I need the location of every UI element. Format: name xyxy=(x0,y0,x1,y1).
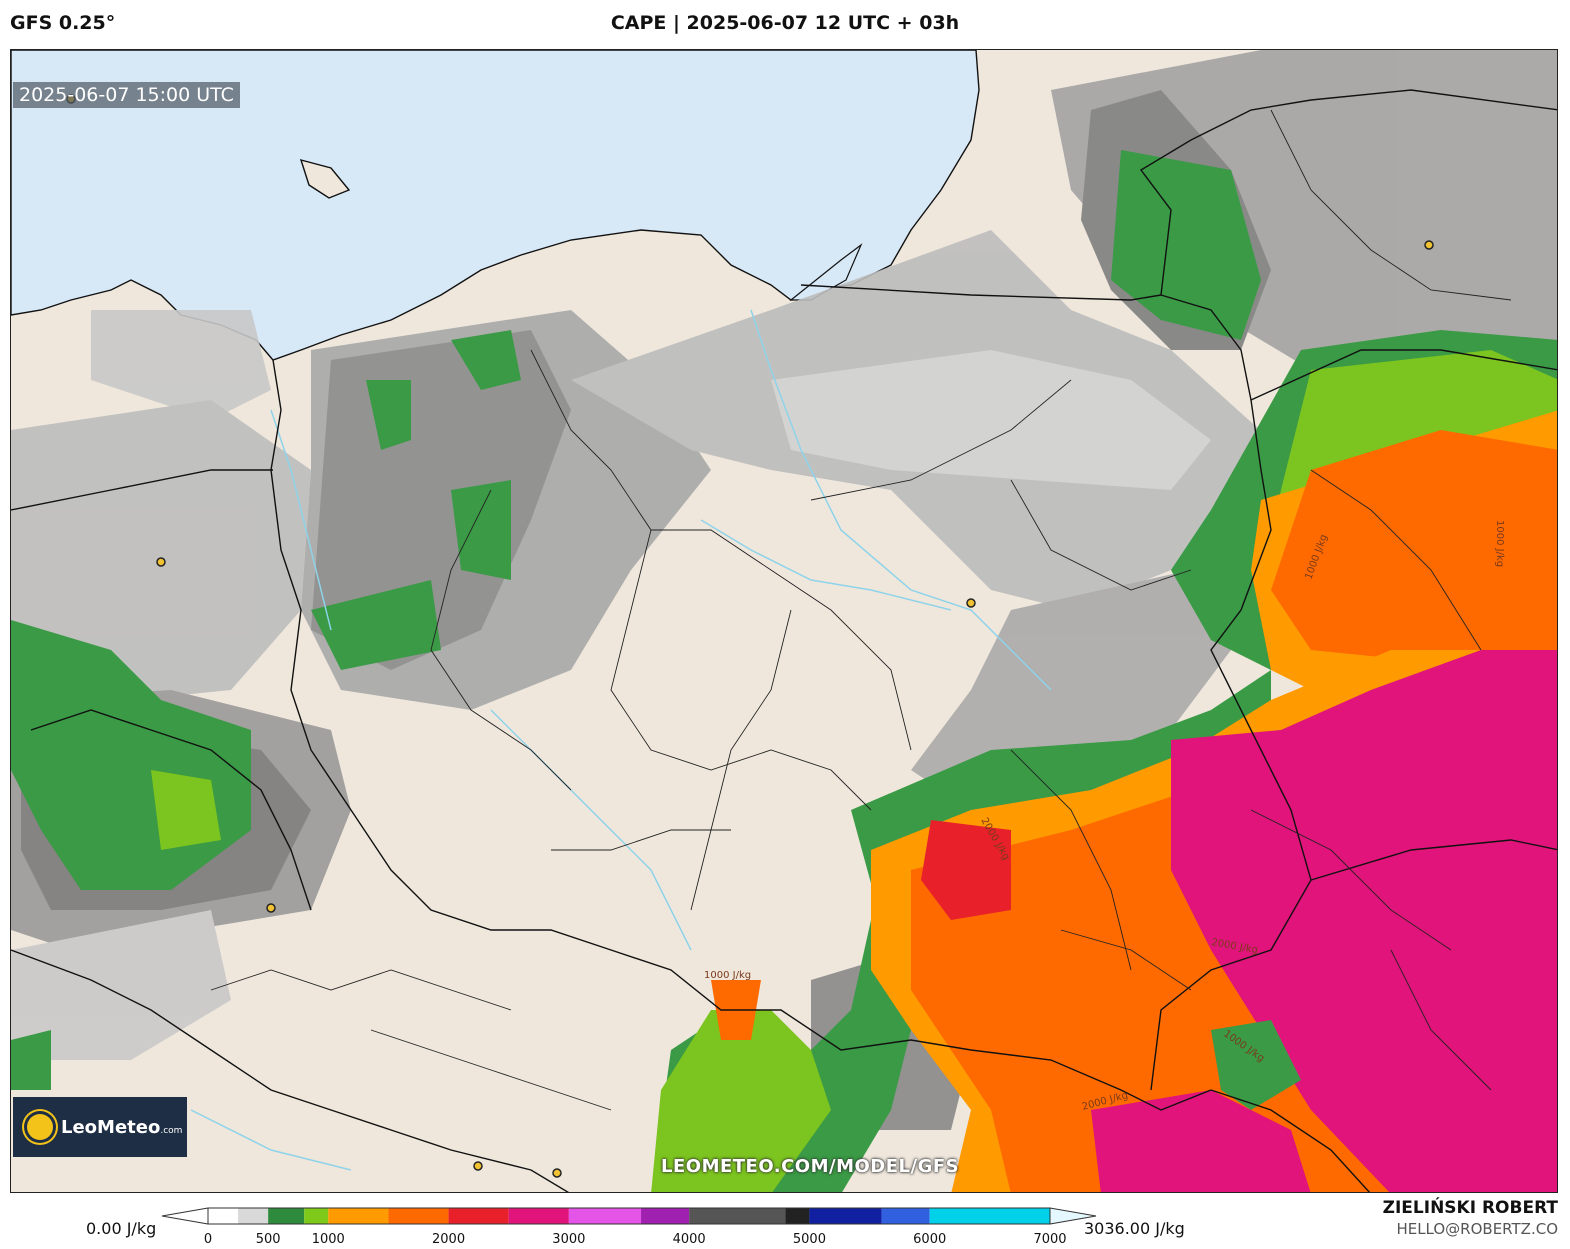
map-panel[interactable]: 1000 J/kg 2000 J/kg 1000 J/kg 2000 J/kg … xyxy=(10,49,1558,1193)
cape-warm xyxy=(651,330,1557,1192)
baltic-sea xyxy=(11,50,980,361)
colorbar xyxy=(161,1207,1097,1225)
colorbar-segment xyxy=(238,1208,269,1224)
colorbar-segment xyxy=(785,1208,810,1224)
admin-borders xyxy=(210,109,1512,1111)
colorbar-segment xyxy=(689,1208,786,1224)
colorbar-tick-label: 500 xyxy=(255,1232,281,1247)
colorbar-segment xyxy=(328,1208,389,1224)
colorbar-segment xyxy=(881,1208,930,1224)
colorbar-tick-label: 6000 xyxy=(913,1232,947,1247)
island xyxy=(299,158,351,199)
colorbar-outline xyxy=(207,1207,1051,1225)
colorbar-segment xyxy=(304,1208,329,1224)
contour-label: 1000 J/kg xyxy=(1494,520,1505,567)
colorbar-segment xyxy=(809,1208,882,1224)
logo-text: LeoMeteo.com xyxy=(61,1116,183,1138)
colorbar-segment xyxy=(268,1208,305,1224)
colorbar-segment xyxy=(388,1208,449,1224)
leometeo-logo[interactable]: LeoMeteo.com xyxy=(13,1097,187,1157)
colorbar-tick-label: 7000 xyxy=(1033,1232,1067,1247)
colorbar-segment xyxy=(208,1208,239,1224)
colorbar-min-label: 0.00 J/kg xyxy=(86,1219,157,1238)
cape-green xyxy=(11,150,1261,1090)
colorbar-segment xyxy=(929,1208,1050,1224)
colorbar-tick-label: 0 xyxy=(203,1232,213,1247)
colorbar-tick-label: 4000 xyxy=(672,1232,706,1247)
colorbar-tick-label: 5000 xyxy=(792,1232,826,1247)
colorbar-tick-label: 3000 xyxy=(552,1232,586,1247)
sun-icon xyxy=(27,1114,53,1140)
colorbar-max-label: 3036.00 J/kg xyxy=(1084,1219,1185,1238)
model-label: GFS 0.25° xyxy=(10,12,116,34)
colorbar-tick-label: 2000 xyxy=(432,1232,466,1247)
cape-map: 1000 J/kg 2000 J/kg 1000 J/kg 2000 J/kg … xyxy=(11,50,1557,1192)
colorbar-segment xyxy=(508,1208,569,1224)
site-watermark: LEOMETEO.COM/MODEL/GFS xyxy=(661,1156,960,1177)
contour-label: 1000 J/kg xyxy=(704,970,751,981)
colorbar-tick-label: 1000 xyxy=(311,1232,345,1247)
author-name: ZIELIŃSKI ROBERT xyxy=(1382,1198,1558,1218)
valid-time-badge: 2025-06-07 15:00 UTC xyxy=(13,82,240,108)
borders xyxy=(11,89,1557,1192)
author-email[interactable]: HELLO@ROBERTZ.CO xyxy=(1396,1220,1558,1238)
colorbar-segment xyxy=(641,1208,690,1224)
chart-title: CAPE | 2025-06-07 12 UTC + 03h xyxy=(610,12,960,34)
colorbar-segment xyxy=(568,1208,642,1224)
colorbar-min-arrow xyxy=(161,1207,209,1225)
colorbar-segment xyxy=(448,1208,509,1224)
rivers xyxy=(190,309,1052,1171)
